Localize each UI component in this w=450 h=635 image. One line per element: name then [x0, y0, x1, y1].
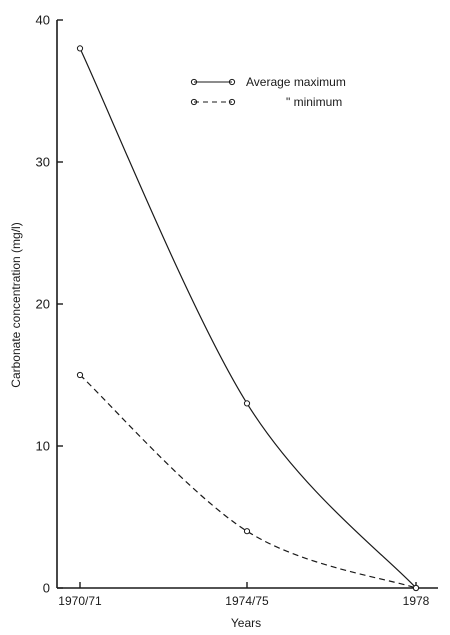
series-lines	[76, 45, 420, 592]
x-axis-label: Years	[231, 616, 261, 630]
legend-label-average-maximum: Average maximum	[246, 75, 346, 89]
y-tick-label: 30	[36, 155, 50, 170]
y-tick-label: 20	[36, 297, 50, 312]
legend-marker-minimum-start	[190, 98, 198, 106]
series-line-average-maximum	[79, 48, 417, 589]
legend-marker-average-maximum-start	[190, 78, 198, 86]
y-tick-label: 40	[36, 13, 50, 28]
x-tick-label: 1978	[403, 594, 430, 608]
data-point	[243, 528, 251, 535]
x-ticks: 1970/71 1974/75 1978	[58, 582, 430, 608]
data-point	[412, 584, 420, 592]
y-ticks: 0 10 20 30 40	[36, 13, 63, 596]
legend-marker-minimum-end	[228, 98, 236, 106]
data-point	[76, 371, 84, 379]
y-axis-label: Carbonate concentration (mg/l)	[9, 222, 23, 387]
legend: Average maximum " minimum	[190, 75, 346, 109]
axes	[56, 20, 438, 589]
x-tick-label: 1974/75	[225, 594, 269, 608]
legend-marker-average-maximum-end	[228, 78, 236, 86]
data-point	[76, 45, 84, 52]
y-tick-label: 10	[36, 439, 50, 454]
data-point	[243, 400, 251, 407]
x-tick-label: 1970/71	[58, 594, 102, 608]
y-tick-label: 0	[43, 581, 50, 596]
series-line-average-minimum	[79, 374, 417, 589]
legend-label-minimum: " minimum	[286, 95, 342, 109]
